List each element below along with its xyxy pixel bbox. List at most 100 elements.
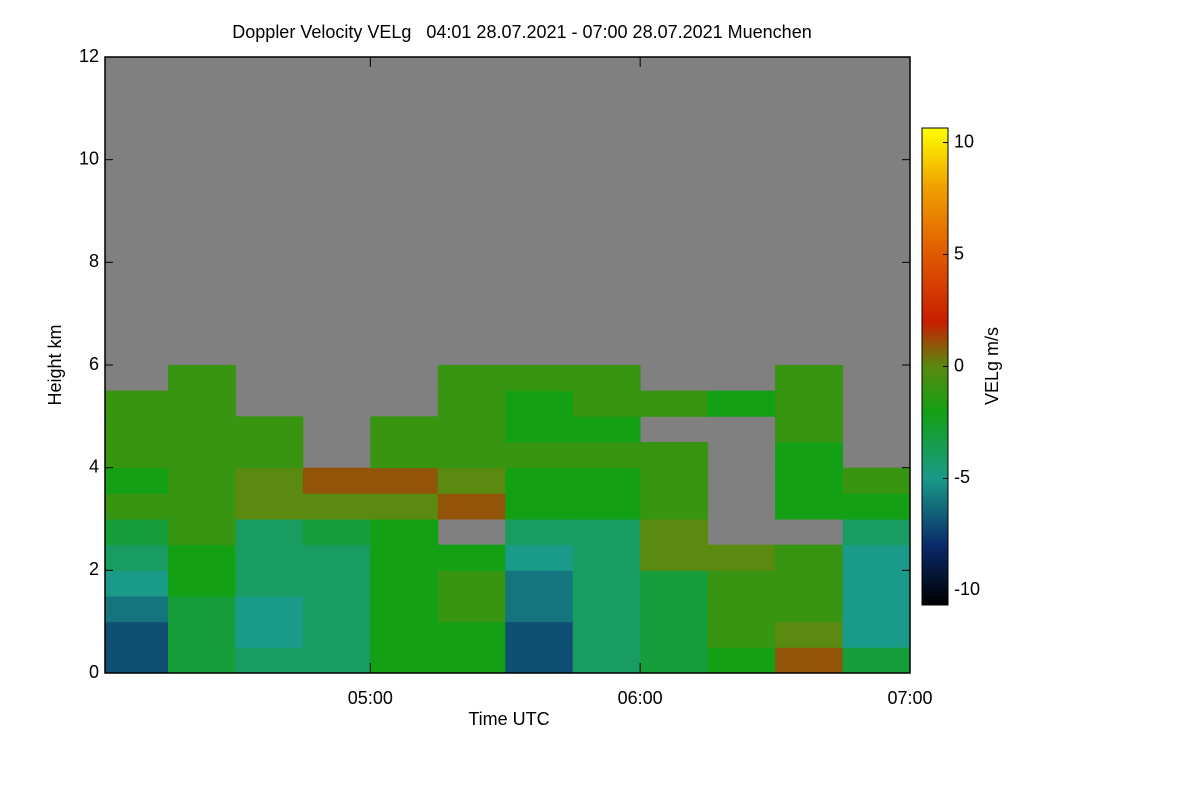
heat-cell xyxy=(370,519,439,546)
heat-cell xyxy=(370,416,439,443)
heat-cell xyxy=(505,570,574,597)
heat-cell xyxy=(505,390,574,417)
heat-cell xyxy=(167,621,236,648)
heat-cell xyxy=(775,365,844,392)
heat-cell xyxy=(167,365,236,392)
heat-cell xyxy=(302,493,371,520)
x-axis-label: Time UTC xyxy=(468,709,549,729)
heat-cell xyxy=(302,467,371,494)
heat-cell xyxy=(302,647,371,674)
heat-cell xyxy=(235,596,304,623)
heat-cell xyxy=(505,647,574,674)
heat-cell xyxy=(505,493,574,520)
heat-cell xyxy=(505,467,574,494)
heat-cell xyxy=(235,570,304,597)
heat-cell xyxy=(640,647,709,674)
y-tick-label: 6 xyxy=(89,354,99,374)
heat-cell xyxy=(775,416,844,443)
heat-cell xyxy=(235,493,304,520)
heat-cell xyxy=(505,365,574,392)
heat-cell xyxy=(640,390,709,417)
heat-cell xyxy=(640,570,709,597)
heat-cell xyxy=(235,621,304,648)
heat-cell xyxy=(775,493,844,520)
heat-cell xyxy=(105,570,169,597)
y-axis-label: Height km xyxy=(45,324,65,405)
x-tick-label: 05:00 xyxy=(348,688,393,708)
colorbar-tick-label: 10 xyxy=(954,131,974,151)
heat-cell xyxy=(775,467,844,494)
heat-cell xyxy=(235,442,304,469)
heat-cell xyxy=(505,442,574,469)
heat-cell xyxy=(437,390,506,417)
heat-cell xyxy=(167,647,236,674)
heat-cell xyxy=(842,596,911,623)
heat-cell xyxy=(842,519,911,546)
heat-cell xyxy=(505,596,574,623)
colorbar-tick-label: -10 xyxy=(954,579,980,599)
heat-cell xyxy=(370,570,439,597)
heat-cell xyxy=(707,570,776,597)
heat-cell xyxy=(105,621,169,648)
heat-cell xyxy=(707,390,776,417)
heat-cell xyxy=(105,544,169,571)
colorbar-tick-label: 0 xyxy=(954,355,964,375)
heat-cell xyxy=(437,493,506,520)
heat-cell xyxy=(775,570,844,597)
heat-cell xyxy=(370,442,439,469)
heat-cell xyxy=(572,493,641,520)
heat-cell xyxy=(437,570,506,597)
heat-cell xyxy=(437,442,506,469)
colorbar-label: VELg m/s xyxy=(982,327,1002,405)
heat-cell xyxy=(167,416,236,443)
heat-cell xyxy=(167,467,236,494)
heat-cell xyxy=(775,544,844,571)
heat-cell xyxy=(640,519,709,546)
heat-cell xyxy=(167,544,236,571)
heat-cell xyxy=(572,416,641,443)
y-tick-label: 0 xyxy=(89,662,99,682)
heat-cell xyxy=(235,519,304,546)
heat-cell xyxy=(572,647,641,674)
heat-cell xyxy=(572,467,641,494)
heat-cell xyxy=(437,416,506,443)
heat-cell xyxy=(640,544,709,571)
heat-cell xyxy=(105,493,169,520)
heat-cell xyxy=(437,647,506,674)
heat-cell xyxy=(302,621,371,648)
heat-cell xyxy=(572,570,641,597)
heat-cell xyxy=(370,621,439,648)
y-tick-label: 4 xyxy=(89,456,99,476)
heat-cell xyxy=(370,493,439,520)
heat-cell xyxy=(505,416,574,443)
heat-cell xyxy=(105,442,169,469)
heat-cell xyxy=(167,570,236,597)
heat-cell xyxy=(707,596,776,623)
heat-cell xyxy=(437,365,506,392)
heat-cell xyxy=(235,416,304,443)
heat-cell xyxy=(842,621,911,648)
x-tick-label: 06:00 xyxy=(618,688,663,708)
heat-cell xyxy=(572,621,641,648)
heat-cell xyxy=(302,544,371,571)
heat-cell xyxy=(640,442,709,469)
y-tick-label: 2 xyxy=(89,559,99,579)
heat-cell xyxy=(370,647,439,674)
heat-cell xyxy=(572,365,641,392)
heat-cell xyxy=(775,621,844,648)
heat-cell xyxy=(775,647,844,674)
heat-cell xyxy=(775,390,844,417)
heat-cell xyxy=(572,442,641,469)
heat-cell xyxy=(437,467,506,494)
heat-cell xyxy=(235,544,304,571)
heat-cell xyxy=(167,519,236,546)
chart-title: Doppler Velocity VELg 04:01 28.07.2021 -… xyxy=(232,22,811,42)
heat-cell xyxy=(775,596,844,623)
heat-cell xyxy=(842,647,911,674)
heat-cell xyxy=(437,621,506,648)
heat-cell xyxy=(167,596,236,623)
heat-cell xyxy=(167,493,236,520)
heat-cell xyxy=(775,442,844,469)
y-tick-label: 10 xyxy=(79,148,99,168)
